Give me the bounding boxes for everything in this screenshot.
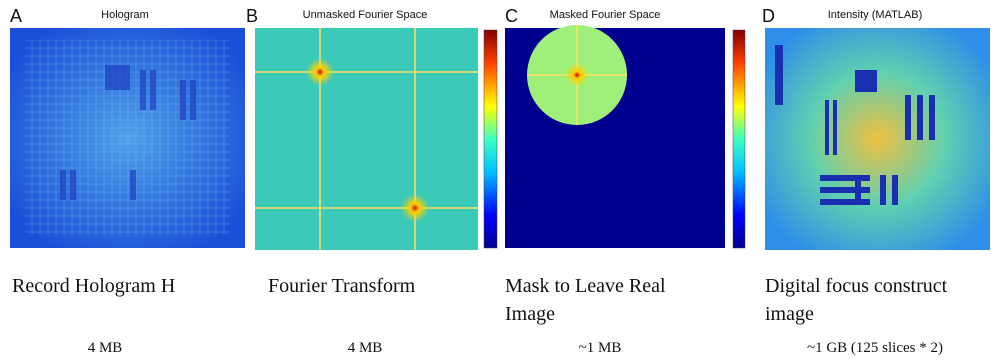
data-size: 4 MB <box>55 340 155 357</box>
panel-letter: B <box>246 6 258 27</box>
panel-caption: Mask to Leave Real Image <box>505 272 720 328</box>
panel-title: Intensity (MATLAB) <box>800 9 950 21</box>
panel-caption: Digital focus construct image <box>765 272 997 328</box>
panel-title: Unmasked Fourier Space <box>280 9 450 21</box>
panel-letter: C <box>505 6 518 27</box>
unmasked-fourier-image <box>255 28 497 250</box>
masked-fourier-image <box>505 25 745 248</box>
hologram-image <box>10 28 245 248</box>
data-size: 4 MB <box>315 340 415 357</box>
panel-letter: A <box>10 6 22 27</box>
data-size: ~1 GB (125 slices * 2) <box>775 340 975 357</box>
intensity-image <box>765 28 990 250</box>
panel-caption: Record Hologram H <box>12 272 252 300</box>
panel-title: Masked Fourier Space <box>520 9 690 21</box>
panel-title: Hologram <box>60 9 190 21</box>
panel-letter: D <box>762 6 775 27</box>
panel-caption: Fourier Transform <box>268 272 498 300</box>
data-size: ~1 MB <box>550 340 650 357</box>
figure: A Hologram B Unmasked Fourier Space C Ma… <box>0 0 1003 364</box>
